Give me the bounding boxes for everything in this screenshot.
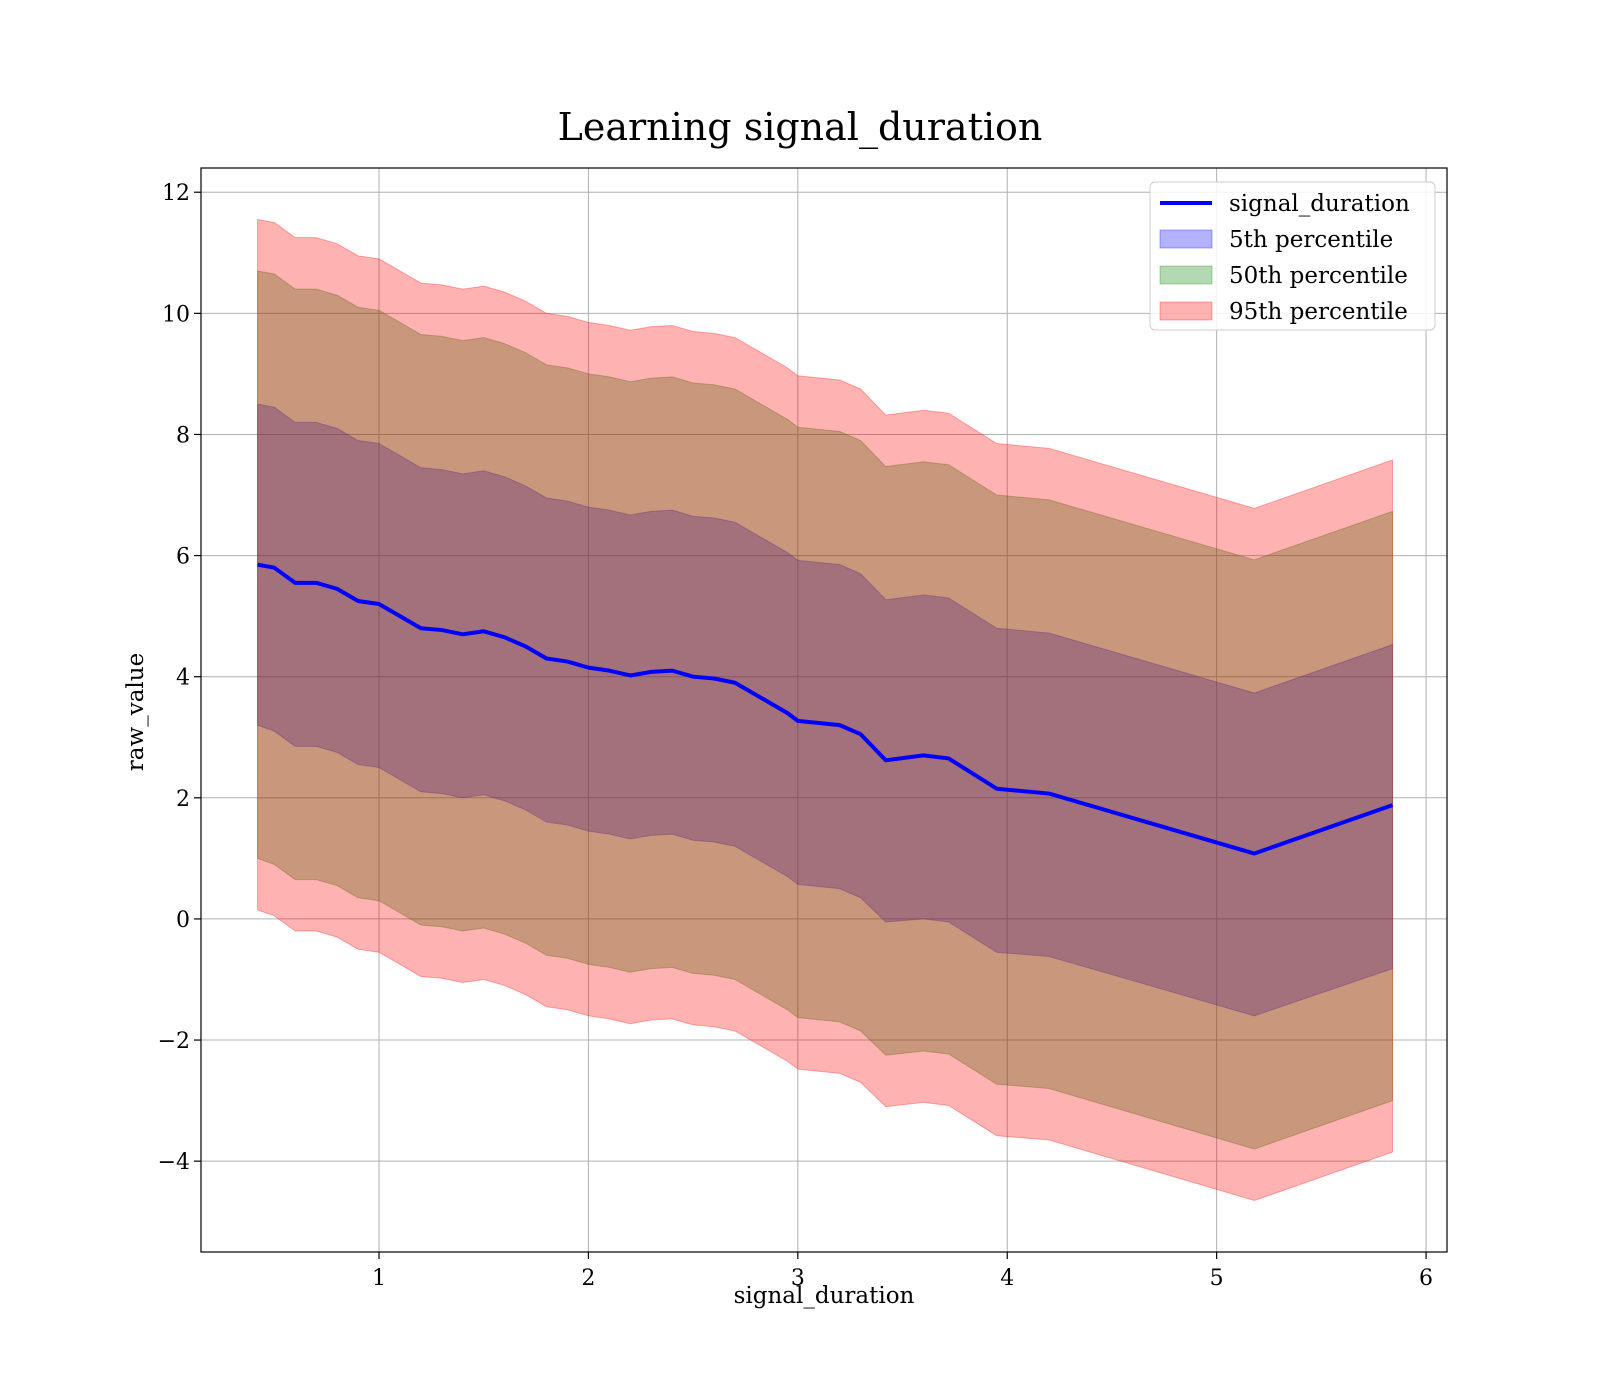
x-tick-label: 2 bbox=[581, 1266, 595, 1291]
plot-frame bbox=[200, 167, 1448, 1253]
y-tick-label: 2 bbox=[176, 787, 190, 812]
chart-title: Learning signal_duration bbox=[558, 105, 1043, 150]
legend-swatch-patch bbox=[1159, 229, 1213, 249]
y-tick-label: −2 bbox=[158, 1029, 190, 1054]
series-lines bbox=[257, 562, 1394, 856]
legend-frame bbox=[1149, 181, 1436, 331]
y-tick-label: 0 bbox=[176, 908, 190, 933]
y-tick-label: 6 bbox=[176, 545, 190, 570]
legend-label: 5th percentile bbox=[1229, 227, 1393, 253]
y-tick-label: 10 bbox=[162, 302, 190, 327]
line-signal-duration bbox=[257, 562, 1394, 856]
legend-label: 50th percentile bbox=[1229, 263, 1408, 289]
x-axis-label: signal_duration bbox=[734, 1283, 915, 1309]
band-95th-percentile bbox=[257, 218, 1394, 1202]
x-axis-ticks: 1 2 3 4 5 6 bbox=[372, 1252, 1433, 1291]
legend-label: signal_duration bbox=[1229, 191, 1410, 217]
band-50th-percentile bbox=[257, 270, 1394, 1150]
y-tick-label: −4 bbox=[158, 1150, 190, 1175]
legend-swatch-patch bbox=[1159, 301, 1213, 321]
x-tick-label: 1 bbox=[372, 1266, 386, 1291]
legend: signal_duration 5th percentile 50th percen… bbox=[1149, 181, 1436, 331]
percentile-bands bbox=[257, 218, 1394, 1202]
x-tick-label: 5 bbox=[1210, 1266, 1224, 1291]
x-tick-label: 3 bbox=[791, 1266, 805, 1291]
x-tick-label: 6 bbox=[1419, 1266, 1433, 1291]
legend-label: 95th percentile bbox=[1229, 299, 1408, 325]
y-tick-label: 8 bbox=[176, 423, 190, 448]
band-5th-percentile bbox=[257, 403, 1394, 1017]
y-tick-label: 12 bbox=[162, 181, 190, 206]
y-axis-ticks: −4 −2 0 2 4 6 8 10 12 bbox=[158, 181, 201, 1175]
legend-swatch-patch bbox=[1159, 265, 1213, 285]
y-tick-label: 4 bbox=[176, 666, 190, 691]
y-axis-label: raw_value bbox=[123, 653, 149, 771]
x-tick-label: 4 bbox=[1000, 1266, 1014, 1291]
